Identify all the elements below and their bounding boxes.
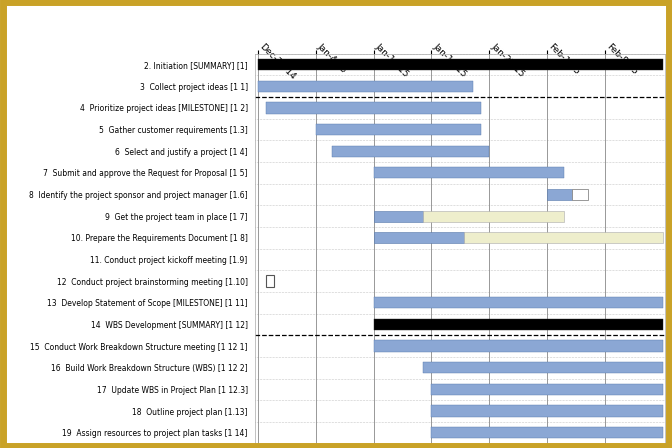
Bar [266,102,481,113]
Bar [258,59,663,70]
Bar [464,232,663,243]
Bar [431,384,663,395]
Bar [374,319,663,330]
Bar [374,167,564,178]
Bar [374,232,464,243]
Bar [374,211,423,222]
Bar [431,427,663,438]
Bar [332,146,489,157]
Bar [547,189,572,200]
Bar [374,297,663,308]
Bar [374,340,663,352]
Bar [572,189,589,200]
Bar [423,211,564,222]
Bar [316,124,481,135]
Bar [423,362,663,373]
Bar [266,276,274,287]
Bar [431,405,663,417]
Bar [258,81,472,92]
